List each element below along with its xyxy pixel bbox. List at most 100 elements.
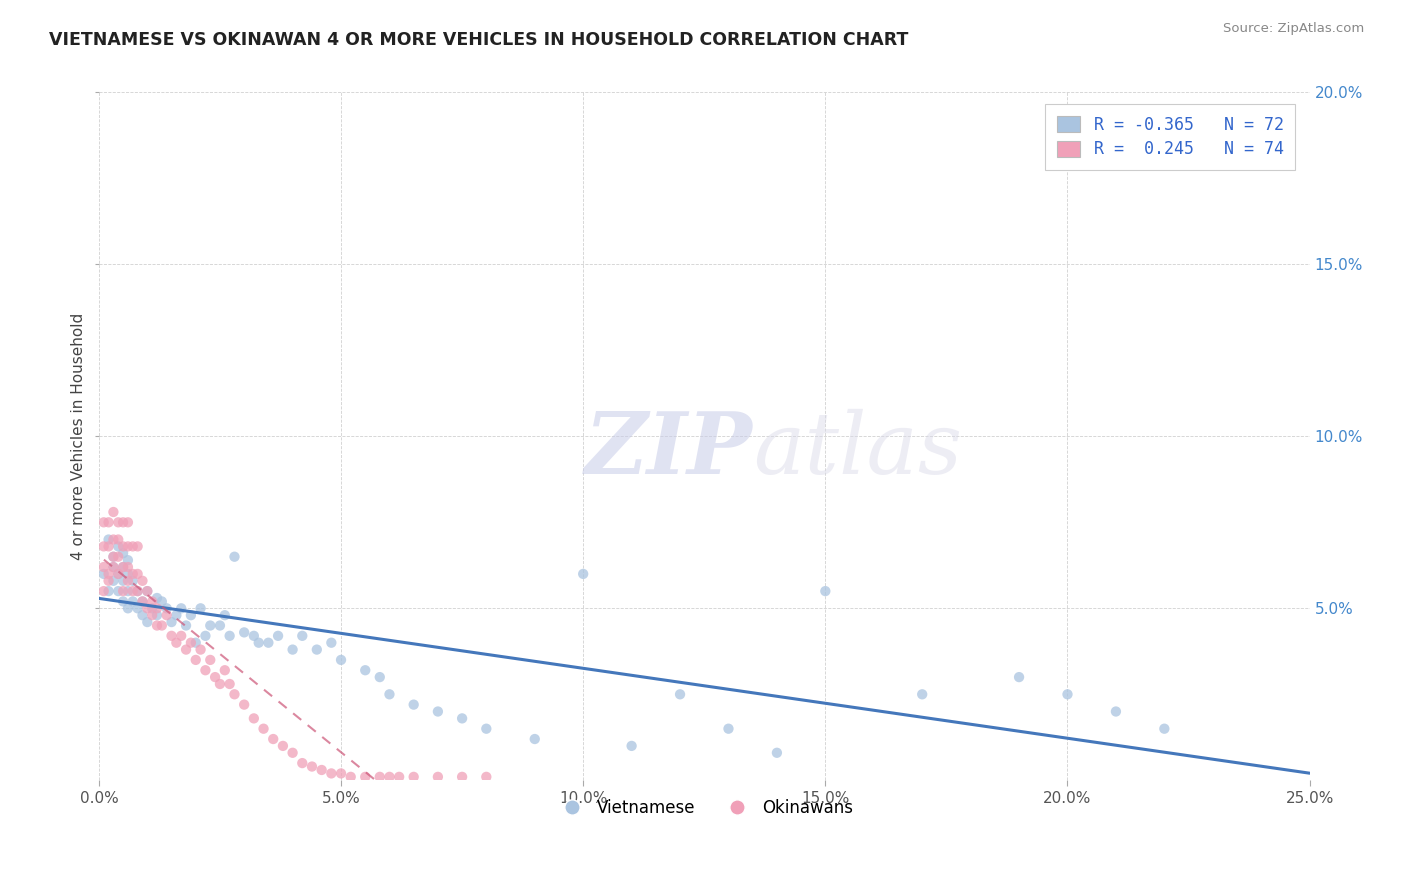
Point [218,677,240,691]
Point [243,629,266,643]
Point [190,642,212,657]
Point [121,566,143,581]
Point [305,642,328,657]
Point [814,584,837,599]
Point [170,629,193,643]
Point [97,584,120,599]
Point [103,533,125,547]
Point [1105,705,1128,719]
Point [321,636,343,650]
Point [103,549,125,564]
Point [208,618,231,632]
Point [281,642,304,657]
Point [97,540,120,554]
Point [291,629,314,643]
Point [402,770,425,784]
Point [103,574,125,588]
Point [572,566,595,581]
Point [257,636,280,650]
Point [233,698,256,712]
Point [766,746,789,760]
Point [107,533,129,547]
Point [475,770,498,784]
Point [97,533,120,547]
Point [321,766,343,780]
Point [127,540,149,554]
Point [330,653,353,667]
Point [1056,687,1078,701]
Point [354,663,377,677]
Text: ZIP: ZIP [585,409,752,491]
Point [252,722,274,736]
Point [112,560,135,574]
Point [301,759,323,773]
Point [117,601,139,615]
Point [160,615,183,629]
Point [368,770,391,784]
Point [368,670,391,684]
Point [208,677,231,691]
Point [136,584,159,599]
Point [669,687,692,701]
Point [388,770,411,784]
Point [402,698,425,712]
Point [243,711,266,725]
Point [1153,722,1175,736]
Point [117,553,139,567]
Point [141,608,163,623]
Point [184,636,207,650]
Text: Source: ZipAtlas.com: Source: ZipAtlas.com [1223,22,1364,36]
Point [160,629,183,643]
Point [281,746,304,760]
Point [214,608,236,623]
Point [150,618,173,632]
Point [200,618,222,632]
Point [121,594,143,608]
Point [117,574,139,588]
Point [141,594,163,608]
Point [204,670,226,684]
Point [180,636,202,650]
Point [107,584,129,599]
Point [224,687,246,701]
Point [451,770,474,784]
Point [267,629,290,643]
Point [127,584,149,599]
Point [117,516,139,530]
Point [426,770,449,784]
Point [107,566,129,581]
Point [156,601,179,615]
Point [93,560,115,574]
Point [112,584,135,599]
Point [112,540,135,554]
Point [523,732,546,747]
Point [103,505,125,519]
Point [146,601,169,615]
Point [107,540,129,554]
Text: VIETNAMESE VS OKINAWAN 4 OR MORE VEHICLES IN HOUSEHOLD CORRELATION CHART: VIETNAMESE VS OKINAWAN 4 OR MORE VEHICLE… [49,31,908,49]
Point [127,584,149,599]
Point [141,601,163,615]
Point [136,601,159,615]
Point [378,687,401,701]
Point [107,516,129,530]
Point [475,722,498,736]
Point [93,566,115,581]
Point [97,516,120,530]
Point [121,584,143,599]
Point [330,766,353,780]
Point [911,687,934,701]
Point [107,566,129,581]
Point [112,560,135,574]
Point [93,584,115,599]
Point [117,584,139,599]
Point [117,540,139,554]
Point [378,770,401,784]
Point [117,560,139,574]
Point [426,705,449,719]
Text: atlas: atlas [752,409,962,491]
Point [93,540,115,554]
Point [339,770,361,784]
Point [214,663,236,677]
Y-axis label: 4 or more Vehicles in Household: 4 or more Vehicles in Household [72,313,86,560]
